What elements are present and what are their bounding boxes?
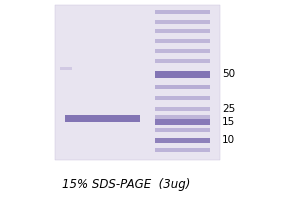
Bar (155, 49, 210, 53)
Bar (155, 39, 210, 43)
Bar (155, 85, 210, 89)
Bar (155, 20, 210, 24)
Text: 15% SDS-PAGE  (3ug): 15% SDS-PAGE (3ug) (62, 178, 190, 191)
Text: 50: 50 (222, 69, 235, 79)
Bar (155, 148, 210, 152)
Bar (155, 71, 210, 77)
Bar (155, 29, 210, 33)
Text: 15: 15 (222, 117, 235, 127)
Bar (55, 5, 220, 160)
Text: 10: 10 (222, 135, 235, 145)
Text: 25: 25 (222, 104, 235, 114)
Bar (60, 66, 72, 70)
Bar (155, 119, 210, 125)
Bar (65, 114, 140, 121)
Bar (155, 107, 210, 111)
Bar (155, 59, 210, 63)
Bar (155, 115, 210, 119)
Bar (155, 138, 210, 142)
Bar (155, 10, 210, 14)
Bar (155, 128, 210, 132)
Bar (155, 96, 210, 100)
